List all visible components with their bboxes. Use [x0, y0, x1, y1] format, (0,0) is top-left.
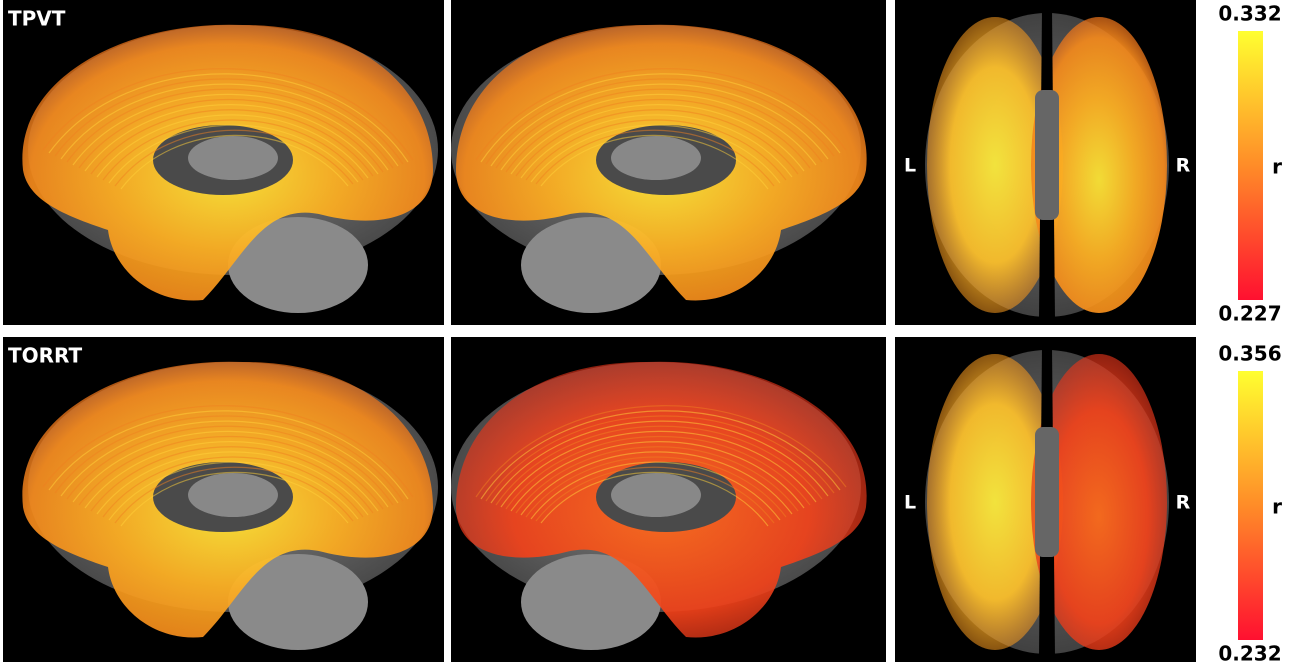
- sagittal-right-panel: [451, 0, 886, 325]
- colorbar-min: 0.227: [1218, 302, 1281, 326]
- orientation-right: R: [1176, 155, 1191, 177]
- orientation-right: R: [1176, 492, 1191, 514]
- ventricle-core: [188, 136, 278, 180]
- ventricle: [1035, 427, 1059, 557]
- sagittal-left-panel: [3, 337, 444, 662]
- colorbar-label: r: [1272, 495, 1282, 519]
- colorbar-label: r: [1272, 155, 1282, 179]
- colorbar-max: 0.332: [1218, 2, 1281, 26]
- row-label: TPVT: [8, 7, 66, 31]
- colorbar-max: 0.356: [1218, 342, 1281, 366]
- sagittal-right-panel: [451, 337, 886, 662]
- orientation-left: L: [904, 155, 916, 177]
- figure: TPVT L R 0.332 0.227 r TORRT L R 0.356 0.232 r: [0, 0, 1298, 663]
- axial-panel: [895, 337, 1196, 662]
- colorbar: [1238, 31, 1263, 300]
- colorbar-min: 0.232: [1218, 642, 1281, 664]
- ventricle-core: [188, 473, 278, 517]
- ventricle-core: [611, 136, 701, 180]
- ventricle: [1035, 90, 1059, 220]
- ventricle-core: [611, 473, 701, 517]
- axial-panel: [895, 0, 1196, 325]
- colorbar: [1238, 371, 1263, 640]
- sagittal-left-panel: [3, 0, 444, 325]
- orientation-left: L: [904, 492, 916, 514]
- row-label: TORRT: [8, 344, 83, 368]
